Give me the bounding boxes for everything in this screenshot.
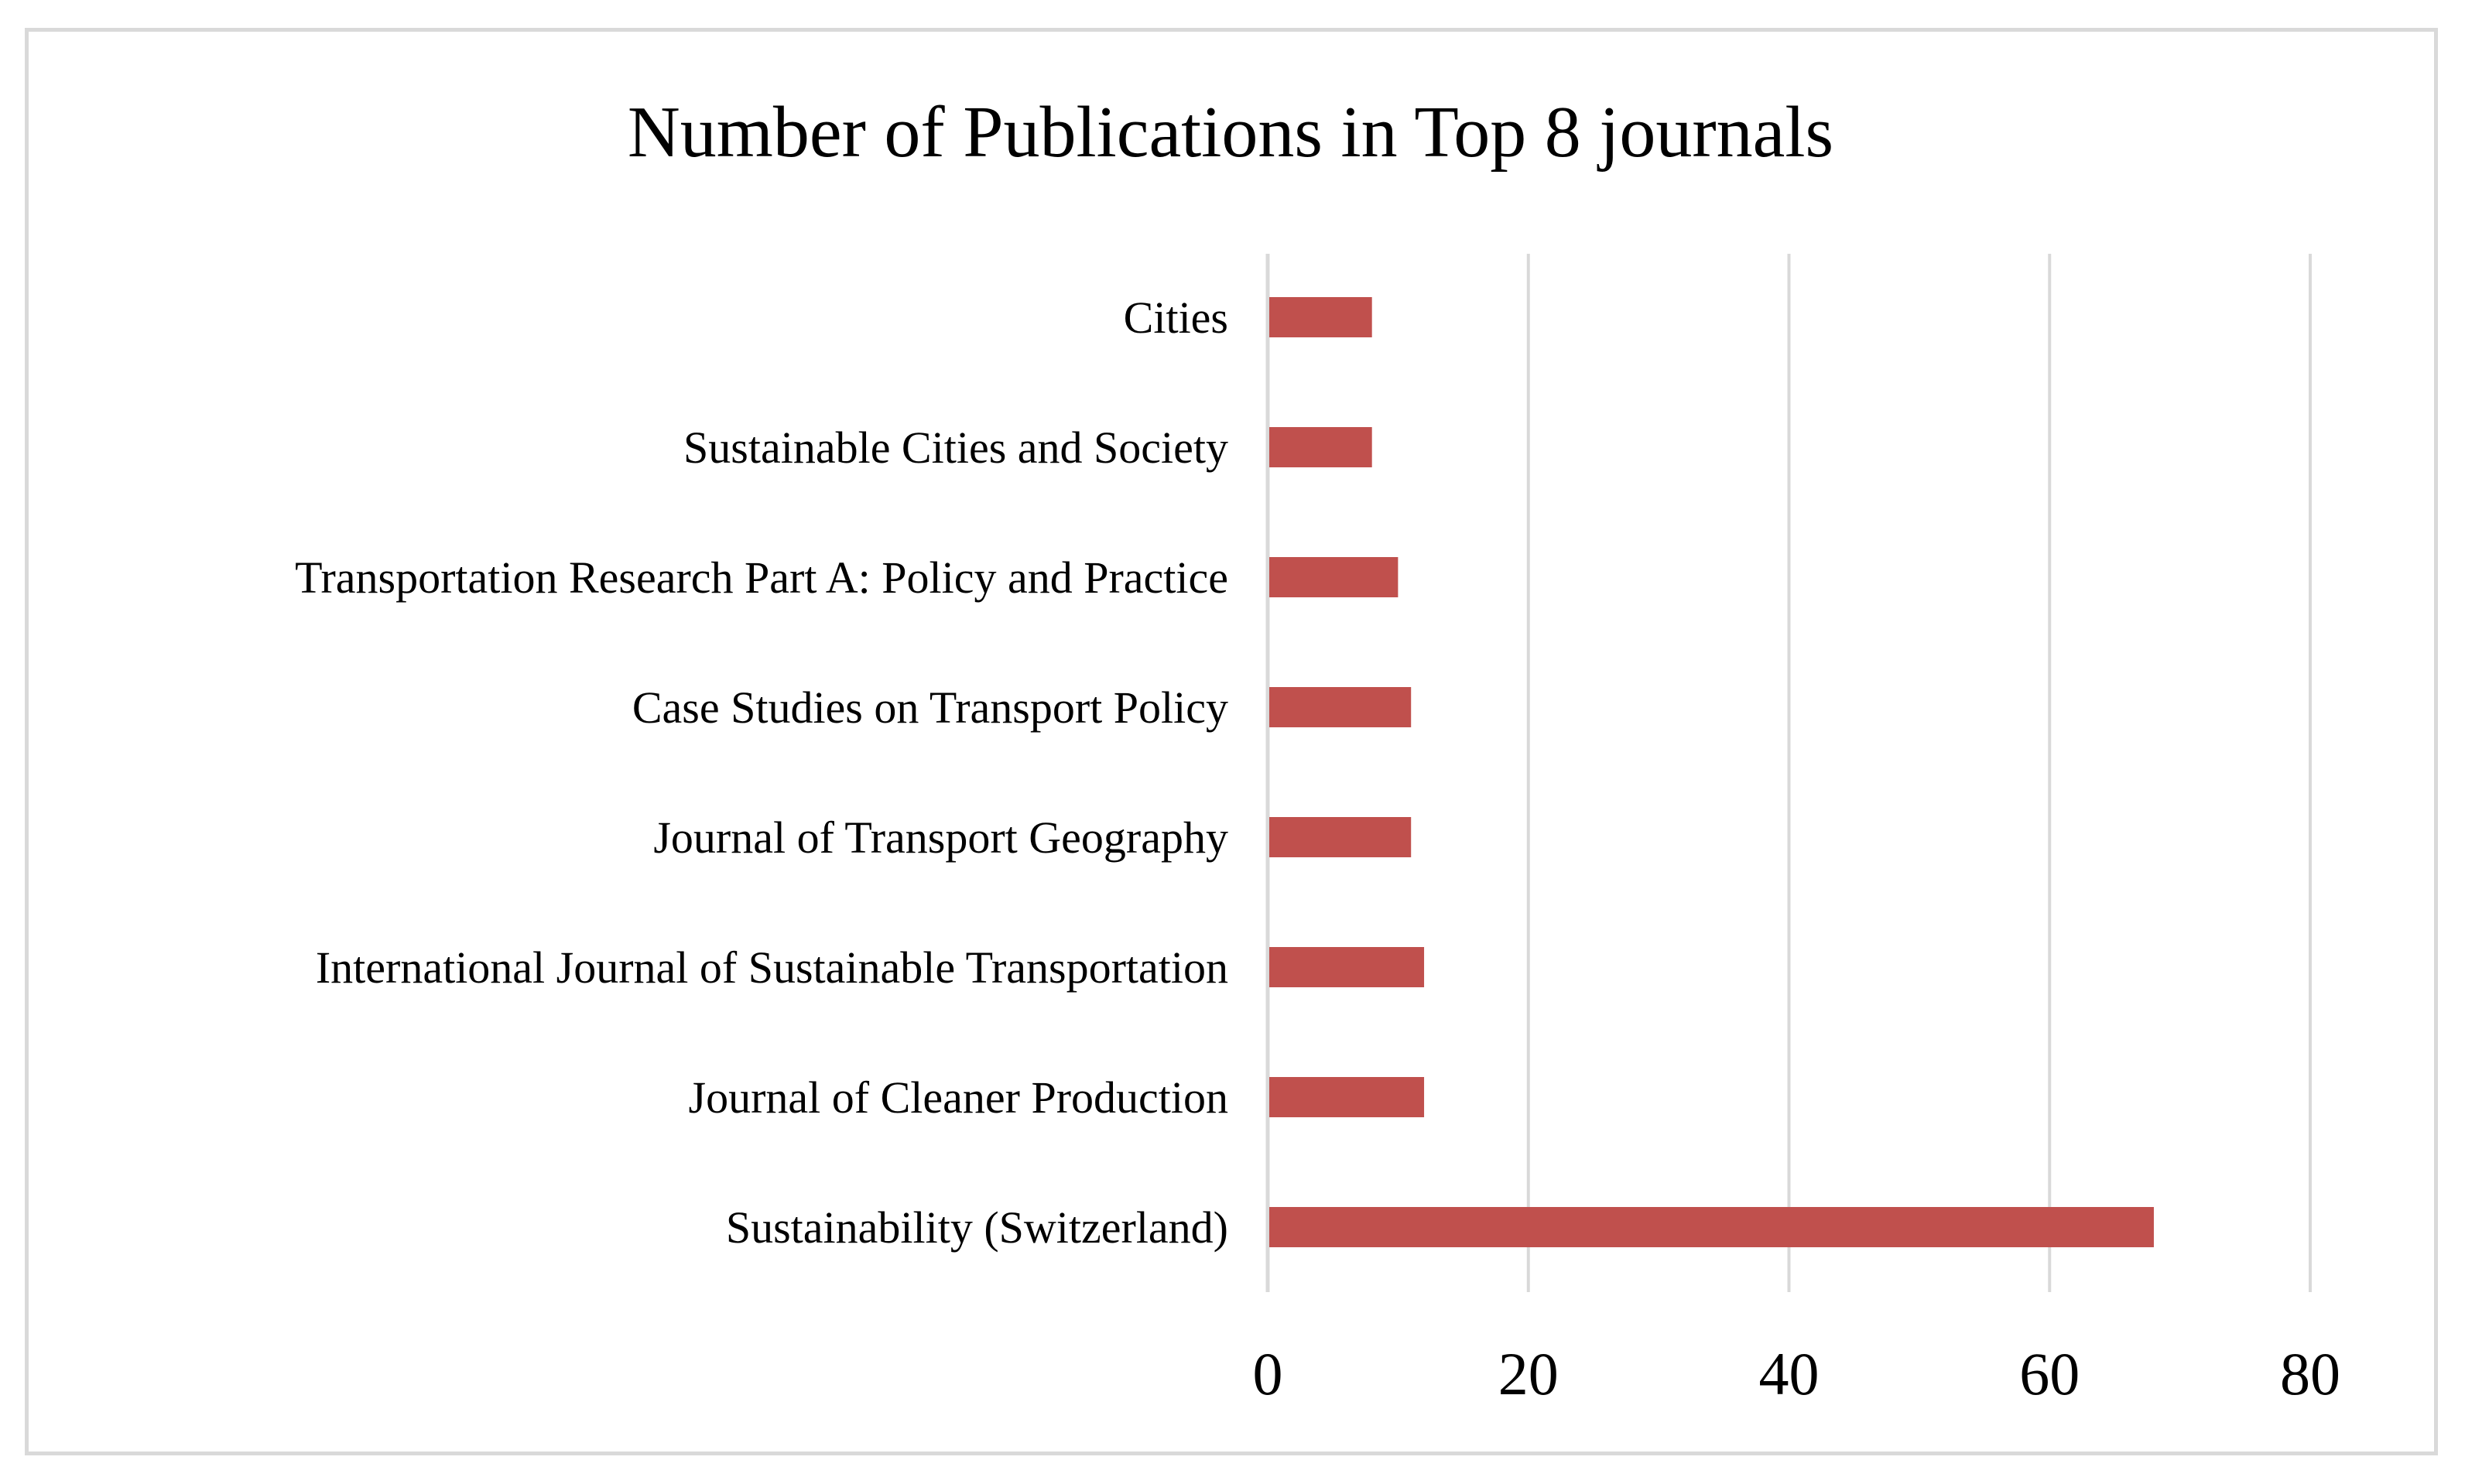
x-tick-label-20: 20 [1498,1340,1559,1407]
category-label-5: Journal of Transport Geography [653,812,1228,863]
x-tick-labels: 0 20 40 60 80 [1253,1340,2341,1407]
bar-5 [1269,817,1412,857]
category-label-4: Case Studies on Transport Policy [632,682,1228,733]
gridlines [1526,254,2312,1292]
x-tick-label-80: 80 [2280,1340,2340,1407]
bars [1269,297,2154,1247]
x-tick-label-40: 40 [1759,1340,1820,1407]
bar-6 [1269,947,1425,987]
bar-2 [1269,427,1372,467]
bar-4 [1269,687,1412,727]
category-label-6: International Journal of Sustainable Tra… [316,942,1228,993]
category-label-8: Sustainability (Switzerland) [726,1202,1228,1253]
category-label-3: Transportation Research Part A: Policy a… [295,552,1228,603]
bar-3 [1269,557,1399,597]
bar-7 [1269,1077,1425,1117]
category-label-2: Sustainable Cities and Society [683,422,1228,473]
chart-title: Number of Publications in Top 8 journals [628,92,1833,173]
category-label-1: Cities [1124,292,1228,343]
bar-1 [1269,297,1372,337]
category-label-7: Journal of Cleaner Production [689,1072,1228,1123]
x-tick-label-0: 0 [1253,1340,1283,1407]
bar-8 [1269,1207,2154,1247]
x-tick-label-60: 60 [2019,1340,2080,1407]
category-labels: Cities Sustainable Cities and Society Tran… [295,292,1228,1253]
